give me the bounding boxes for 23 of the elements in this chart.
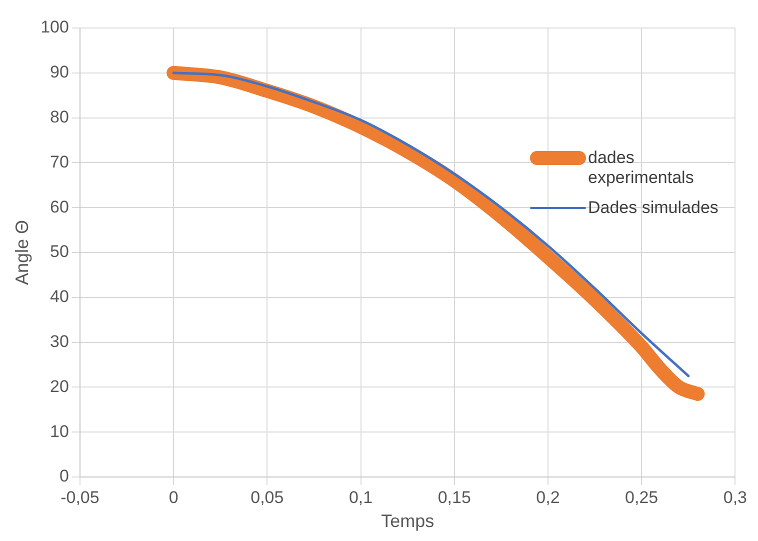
x-tick-label: 0,1: [348, 488, 373, 507]
x-tick-label: 0,3: [723, 488, 748, 507]
y-tick-label: 80: [50, 107, 69, 126]
y-tick-label: 20: [50, 376, 69, 396]
y-tick-label: 0: [59, 466, 69, 486]
x-axis-title: Temps: [381, 511, 434, 532]
x-tick-label: 0,25: [625, 488, 658, 507]
y-tick-label: 70: [50, 152, 69, 172]
y-tick-label: 90: [50, 62, 69, 82]
y-tick-label: 60: [50, 197, 69, 216]
y-tick-label: 30: [50, 332, 69, 351]
y-tick-label: 10: [50, 422, 69, 441]
y-tick-label: 40: [50, 287, 69, 306]
y-tick-label: 50: [50, 242, 69, 262]
legend-label: dades experimentals: [588, 148, 695, 188]
x-tick-label: 0,2: [536, 488, 560, 507]
x-tick-label: -0,05: [60, 488, 100, 507]
y-tick-label: 100: [40, 18, 69, 37]
x-tick-label: 0,15: [438, 488, 471, 507]
y-axis-title: Angle Θ: [12, 220, 32, 286]
x-tick-label: 0,05: [250, 488, 284, 507]
x-tick-label: 0: [168, 488, 178, 507]
legend-label: Dades simulades: [588, 198, 718, 218]
